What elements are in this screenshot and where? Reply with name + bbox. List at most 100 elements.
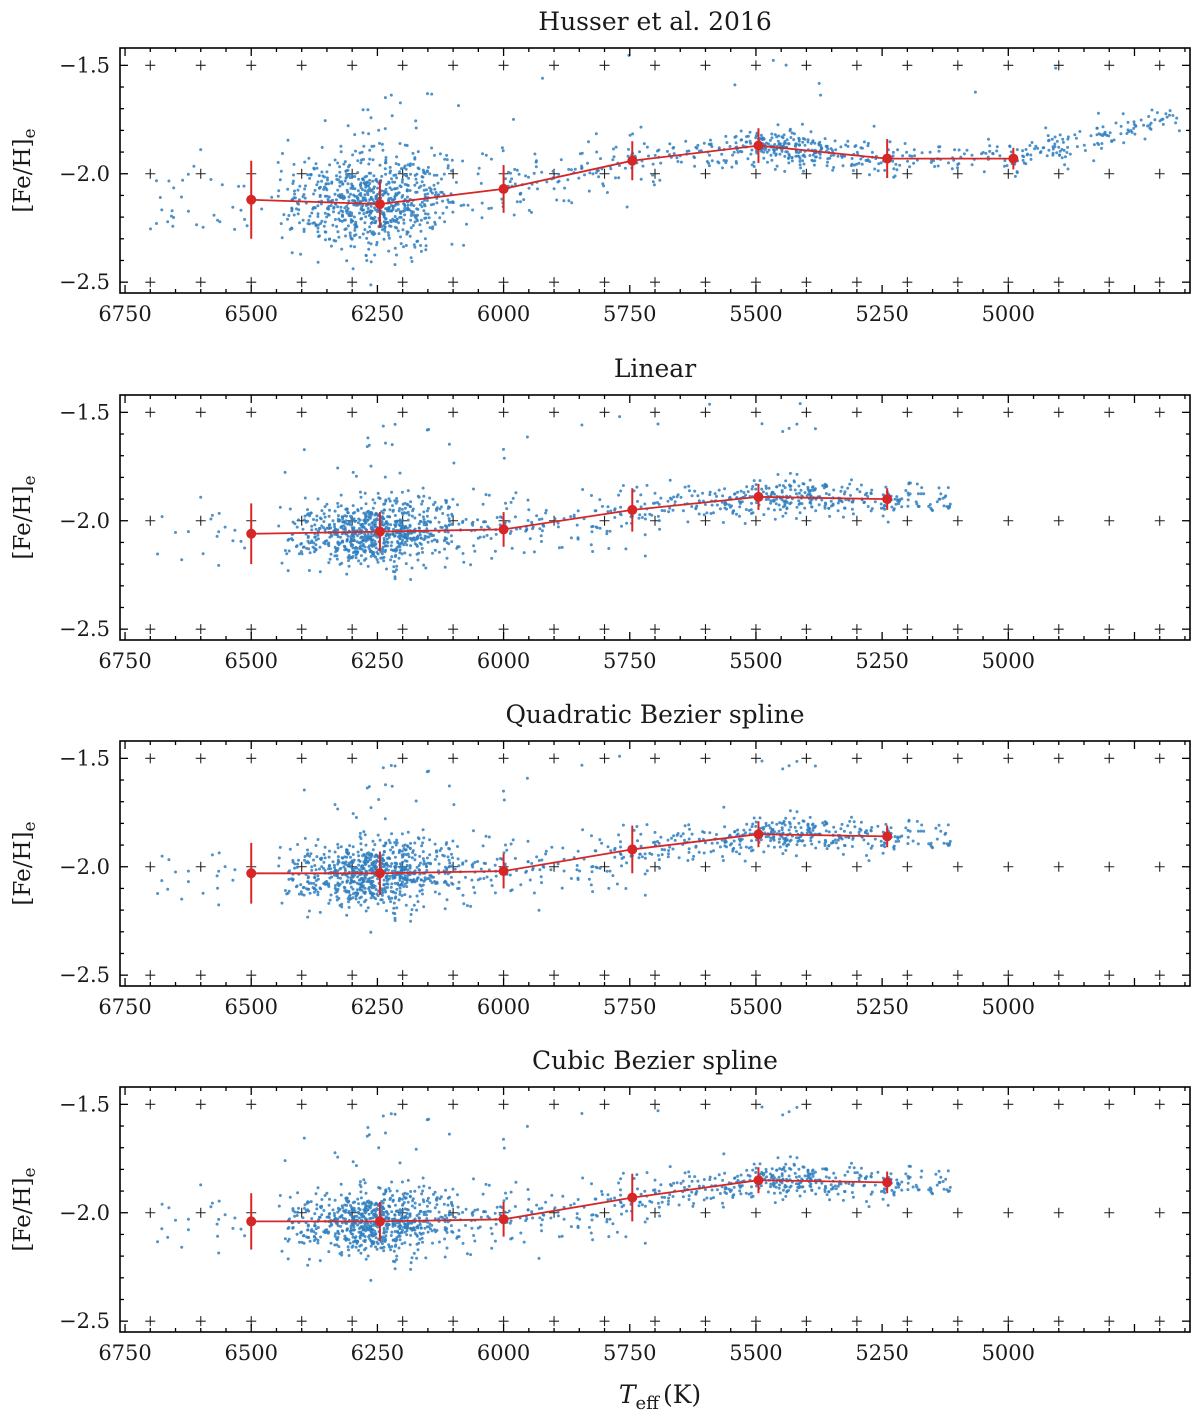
x-tick-label: 5000 — [982, 995, 1035, 1019]
scatter-point — [970, 153, 974, 157]
scatter-point — [1074, 136, 1078, 140]
scatter-point — [569, 1203, 573, 1207]
scatter-point — [354, 1235, 358, 1239]
scatter-point — [826, 157, 830, 161]
grid-plus-marker — [145, 1207, 156, 1218]
scatter-point — [317, 174, 321, 178]
scatter-point — [813, 141, 817, 145]
scatter-point — [425, 199, 429, 202]
scatter-point — [446, 507, 450, 510]
scatter-point — [323, 845, 327, 849]
scatter-point — [446, 164, 450, 168]
scatter-point — [505, 848, 509, 852]
scatter-point — [1047, 148, 1051, 152]
scatter-point — [765, 492, 769, 496]
scatter-point — [507, 519, 511, 523]
x-tick-label: 6250 — [351, 649, 404, 673]
scatter-point — [301, 527, 305, 531]
scatter-point — [946, 486, 950, 490]
grid-plus-marker — [1104, 60, 1115, 71]
scatter-point — [651, 173, 655, 177]
scatter-point — [514, 491, 518, 495]
scatter-point — [735, 512, 738, 516]
grid-plus-marker — [195, 1207, 206, 1218]
scatter-point — [237, 184, 241, 188]
scatter-point — [781, 767, 785, 771]
scatter-point — [451, 839, 455, 843]
scatter-point — [866, 144, 870, 148]
scatter-point — [354, 149, 357, 153]
scatter-point — [401, 209, 405, 213]
scatter-point — [476, 860, 480, 863]
scatter-point — [382, 883, 386, 887]
scatter-point — [167, 179, 171, 183]
scatter-point — [859, 820, 863, 824]
scatter-point — [430, 191, 434, 195]
scatter-point — [381, 424, 385, 428]
scatter-point — [278, 845, 282, 849]
scatter-point — [570, 201, 574, 205]
scatter-point — [772, 508, 776, 512]
scatter-point — [387, 497, 391, 501]
scatter-point — [406, 203, 410, 207]
scatter-point — [933, 165, 937, 168]
scatter-point — [361, 108, 365, 112]
scatter-point — [553, 517, 557, 521]
scatter-point — [795, 505, 799, 509]
grid-plus-marker — [952, 407, 963, 418]
scatter-point — [332, 522, 336, 526]
scatter-point — [535, 855, 539, 859]
grid-plus-marker — [750, 1207, 761, 1218]
scatter-point — [501, 149, 505, 153]
scatter-point — [389, 885, 393, 889]
scatter-point — [346, 522, 350, 526]
scatter-point — [784, 479, 788, 483]
scatter-point — [350, 237, 354, 241]
scatter-point — [361, 208, 365, 212]
scatter-point — [716, 160, 720, 164]
scatter-point — [618, 415, 622, 419]
scatter-point — [557, 546, 561, 550]
scatter-point — [283, 549, 287, 552]
scatter-point — [370, 220, 374, 224]
scatter-point — [353, 133, 357, 137]
scatter-point — [783, 154, 787, 158]
scatter-point — [794, 829, 798, 833]
scatter-point — [422, 171, 426, 175]
grid-plus-marker — [650, 1099, 660, 1110]
scatter-point — [369, 554, 373, 558]
scatter-point — [364, 514, 368, 518]
scatter-point — [378, 838, 382, 842]
scatter-point — [358, 211, 361, 215]
scatter-point — [795, 759, 799, 763]
scatter-point — [519, 883, 523, 887]
scatter-point — [783, 841, 787, 845]
scatter-point — [360, 158, 363, 162]
scatter-point — [438, 216, 442, 220]
scatter-point — [525, 869, 528, 873]
scatter-point — [780, 490, 784, 494]
scatter-point — [801, 140, 805, 144]
scatter-point — [876, 169, 880, 173]
scatter-point — [393, 514, 397, 517]
scatter-point — [769, 153, 773, 157]
scatter-point — [758, 816, 762, 820]
scatter-point — [422, 836, 426, 840]
scatter-point — [368, 229, 372, 233]
scatter-point — [346, 182, 350, 186]
scatter-point — [811, 822, 815, 826]
scatter-point — [406, 526, 410, 530]
scatter-point — [524, 174, 528, 178]
scatter-point — [393, 912, 397, 916]
scatter-point — [400, 534, 404, 537]
scatter-point — [639, 177, 643, 181]
scatter-point — [721, 859, 725, 862]
scatter-point — [286, 187, 290, 191]
scatter-point — [832, 825, 836, 829]
scatter-point — [785, 138, 789, 142]
scatter-point — [638, 513, 642, 517]
grid-plus-marker — [296, 407, 307, 418]
scatter-point — [541, 76, 544, 80]
grid-plus-marker — [851, 1207, 862, 1218]
scatter-point — [364, 502, 368, 506]
